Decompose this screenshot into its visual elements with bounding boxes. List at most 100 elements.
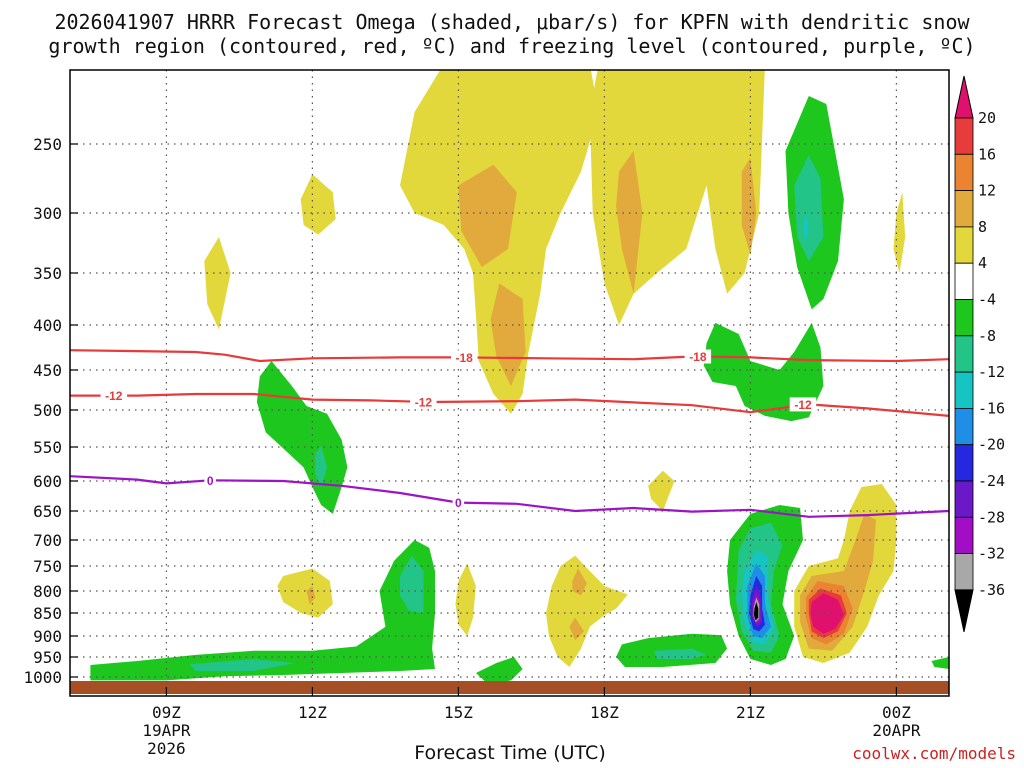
colorbar-band-6 [954,299,974,337]
x-tick-label-15Z-1: 15Z [444,703,473,722]
y-tick-label-850: 850 [33,604,62,623]
contour-label-bg [410,395,437,409]
chart-title: 2026041907 HRRR Forecast Omega (shaded, … [54,10,970,34]
omega-region-25 [569,617,584,641]
colorbar-band-8 [954,371,974,409]
contour-label-bg [100,388,128,403]
colorbar-band-13 [954,553,974,591]
source-credit: coolwx.com/models [852,744,1016,763]
omega-region-21 [455,563,476,636]
omega-region-20 [400,555,424,613]
colorbar-cap-bottom [954,589,974,633]
contour-line-freezing-0 [70,475,949,518]
colorbar-label-12: -32 [978,545,1005,563]
colorbar-label-9: -20 [978,436,1005,454]
omega-region-16 [277,568,333,618]
colorbar-label-1: 16 [978,145,996,163]
omega-region-19 [189,659,295,671]
colorbar-label-4: 4 [978,254,987,272]
colorbar-band-5 [954,262,974,300]
colorbar-band-12 [954,516,974,554]
colorbar-cap-top [954,75,974,119]
omega-region-42 [810,593,844,634]
x-tick-label-21Z-1: 21Z [736,703,765,722]
omega-region-11 [794,155,824,261]
omega-shading [90,70,949,684]
y-tick-label-400: 400 [33,316,62,335]
colorbar-band-1 [954,117,974,155]
omega-region-28 [931,657,949,669]
x-tick-label-09Z-2: 19APR [142,721,191,740]
colorbar-band-11 [954,480,974,518]
omega-region-22 [475,657,523,684]
ground-surface [70,681,949,694]
omega-region-12 [803,213,809,243]
omega-region-18 [90,540,436,681]
y-tick-label-450: 450 [33,361,62,380]
y-tick-label-700: 700 [33,531,62,550]
omega-region-24 [572,568,587,596]
y-tick-label-500: 500 [33,401,62,420]
omega-region-5 [741,157,757,255]
colorbar-band-4 [954,226,974,264]
colorbar-band-2 [954,153,974,192]
contour-label-bg [451,350,478,365]
y-tick-label-550: 550 [33,438,62,457]
contour-label-freezing-0-0: 0 [207,474,214,488]
contour-label-bg [684,349,712,364]
omega-region-7 [204,237,231,330]
contour-label-dgz-12-0: -12 [105,389,123,403]
contour-label-freezing-0-1: 0 [455,496,462,510]
omega-region-15 [315,445,327,487]
x-tick-label-00Z-2: 20APR [872,721,921,740]
colorbar-label-5: -4 [978,291,996,309]
colorbar-label-7: -12 [978,363,1005,381]
colorbar-label-13: -36 [978,581,1005,599]
x-tick-label-12Z-1: 12Z [298,703,327,722]
x-tick-label-09Z-1: 09Z [152,703,181,722]
colorbar-label-11: -28 [978,508,1005,526]
omega-region-37 [753,602,759,621]
y-tick-label-1000: 1000 [23,668,62,687]
colorbar-band-7 [954,335,974,373]
colorbar: 20 16 12 8 4 -4 -8 -12 -16 -20 -24 -28 -32 -36 [954,75,1005,633]
chart-title-line2: growth region (contoured, red, ºC) and f… [48,34,976,58]
plot-frame [69,69,950,697]
x-axis-label: Forecast Time (UTC) [414,742,606,764]
omega-region-14 [256,361,348,514]
omega-region-9 [648,470,675,511]
colorbar-label-10: -24 [978,472,1005,490]
omega-region-13 [703,322,824,422]
contour-label-dgz-12-1: -12 [415,396,433,410]
contours: -18 -18 -12 -12 -12 0 0 [70,349,949,518]
omega-region-6 [300,174,336,235]
colorbar-band-10 [954,444,974,482]
contour-label-bg [204,473,216,488]
colorbar-label-0: 20 [978,109,996,127]
omega-region-2 [490,283,526,386]
x-tick-label-18Z-1: 18Z [590,703,619,722]
y-tick-label-650: 650 [33,502,62,521]
grid [70,70,949,694]
colorbar-band-9 [954,407,974,446]
y-tick-label-800: 800 [33,582,62,601]
y-tick-label-350: 350 [33,264,62,283]
omega-region-27 [654,648,707,659]
colorbar-label-6: -8 [978,327,996,345]
contour-label-dgz-18-1: -18 [689,350,707,364]
y-tick-label-750: 750 [33,557,62,576]
colorbar-label-2: 12 [978,182,996,200]
y-tick-label-250: 250 [33,135,62,154]
contour-label-dgz-18-0: -18 [456,351,474,365]
y-tick-label-300: 300 [33,204,62,223]
colorbar-label-3: 8 [978,218,987,236]
colorbar-band-3 [954,190,974,228]
omega-region-4 [616,150,643,294]
y-tick-label-950: 950 [33,648,62,667]
x-tick-label-09Z-3: 2026 [147,739,186,758]
contour-label-dgz-12-2: -12 [794,398,812,412]
y-axis-ticks: 250 300 350 400 450 500 550 600 650 700 750 800 850 9… [23,135,78,687]
omega-region-17 [306,586,316,605]
